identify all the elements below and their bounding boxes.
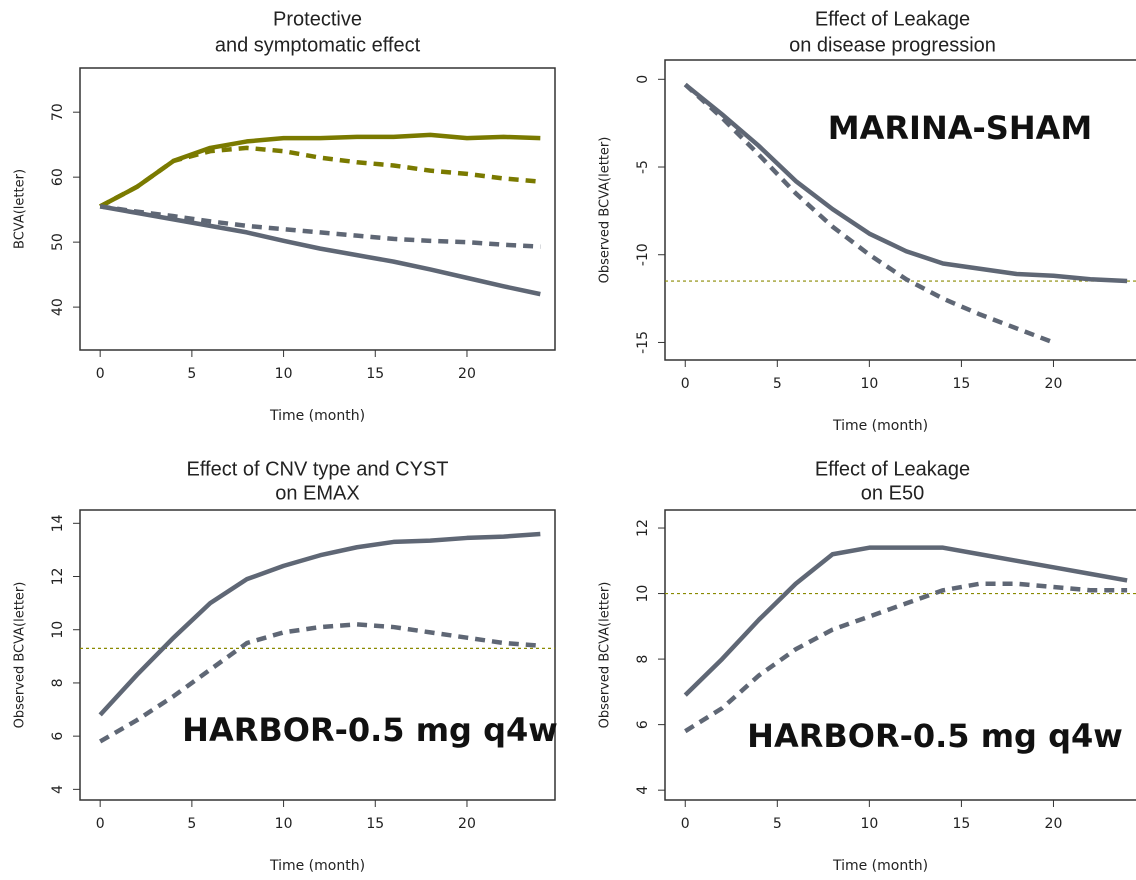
- chart-title: on disease progression: [789, 34, 996, 56]
- x-tick-label: 0: [681, 376, 690, 392]
- chart-title: Protective: [273, 8, 362, 30]
- x-tick-label: 20: [458, 366, 476, 382]
- series-line: [99, 145, 541, 209]
- series-line: [99, 622, 541, 744]
- y-tick-label: 0: [635, 75, 651, 84]
- x-tick-label: 10: [860, 816, 878, 832]
- y-tick-label: 4: [635, 786, 651, 795]
- x-tick-label: 15: [366, 366, 384, 382]
- x-axis-label: Time (month): [832, 418, 928, 434]
- y-axis-label: BCVA(letter): [13, 169, 28, 249]
- x-tick-label: 0: [96, 366, 105, 382]
- x-tick-label: 0: [681, 816, 690, 832]
- annotation: MARINA-SHAM: [828, 109, 1092, 147]
- y-axis-label: Observed BCVA(letter): [598, 582, 613, 729]
- chart-title: on E50: [861, 482, 924, 504]
- x-tick-label: 10: [860, 376, 878, 392]
- x-axis-label: Time (month): [832, 858, 928, 874]
- series-line: [684, 581, 1128, 734]
- x-axis-label: Time (month): [269, 858, 365, 874]
- y-tick-label: 70: [50, 103, 66, 121]
- x-tick-label: 20: [1045, 816, 1063, 832]
- x-tick-label: 5: [773, 376, 782, 392]
- x-tick-label: 15: [366, 816, 384, 832]
- x-axis-label: Time (month): [269, 408, 365, 424]
- y-tick-label: 4: [50, 785, 66, 794]
- x-tick-label: 10: [275, 816, 293, 832]
- chart-title: Effect of Leakage: [815, 458, 970, 480]
- chart-title: on EMAX: [275, 482, 359, 504]
- chart-title: and symptomatic effect: [215, 34, 421, 56]
- plot-frame: [664, 59, 1136, 361]
- y-tick-label: 10: [635, 585, 651, 603]
- y-tick-label: 10: [50, 621, 66, 639]
- y-tick-label: 14: [50, 514, 66, 532]
- x-tick-label: 10: [275, 366, 293, 382]
- series-line: [683, 545, 1128, 697]
- x-tick-label: 5: [187, 366, 196, 382]
- series-line: [683, 82, 1128, 284]
- plot-frame: [79, 67, 556, 351]
- annotation: HARBOR-0.5 mg q4w: [747, 717, 1123, 755]
- plot-frame: [664, 509, 1136, 801]
- y-tick-label: 60: [50, 168, 66, 186]
- series-line: [98, 531, 541, 717]
- series-line: [99, 132, 541, 209]
- chart-title: Effect of Leakage: [815, 8, 970, 30]
- y-tick-label: 8: [50, 678, 66, 687]
- x-tick-label: 5: [187, 816, 196, 832]
- y-tick-label: 12: [50, 568, 66, 586]
- y-tick-label: -10: [635, 243, 651, 266]
- y-tick-label: 6: [635, 720, 651, 729]
- y-axis-label: Observed BCVA(letter): [13, 582, 28, 729]
- y-axis-label: Observed BCVA(letter): [598, 137, 613, 284]
- y-tick-label: 12: [635, 519, 651, 537]
- y-tick-label: 50: [50, 233, 66, 251]
- y-tick-label: 6: [50, 732, 66, 741]
- x-tick-label: 20: [1045, 376, 1063, 392]
- y-tick-label: -15: [635, 331, 651, 354]
- y-tick-label: 8: [635, 655, 651, 664]
- series-line: [99, 204, 541, 297]
- plot-frame: [79, 509, 556, 801]
- x-tick-label: 15: [953, 816, 971, 832]
- series-line: [99, 204, 541, 249]
- x-tick-label: 15: [953, 376, 971, 392]
- annotation: HARBOR-0.5 mg q4w: [182, 711, 558, 749]
- x-tick-label: 20: [458, 816, 476, 832]
- y-tick-label: 40: [50, 298, 66, 316]
- y-tick-label: -5: [635, 160, 651, 174]
- x-tick-label: 5: [773, 816, 782, 832]
- chart-title: Effect of CNV type and CYST: [187, 458, 449, 480]
- x-tick-label: 0: [96, 816, 105, 832]
